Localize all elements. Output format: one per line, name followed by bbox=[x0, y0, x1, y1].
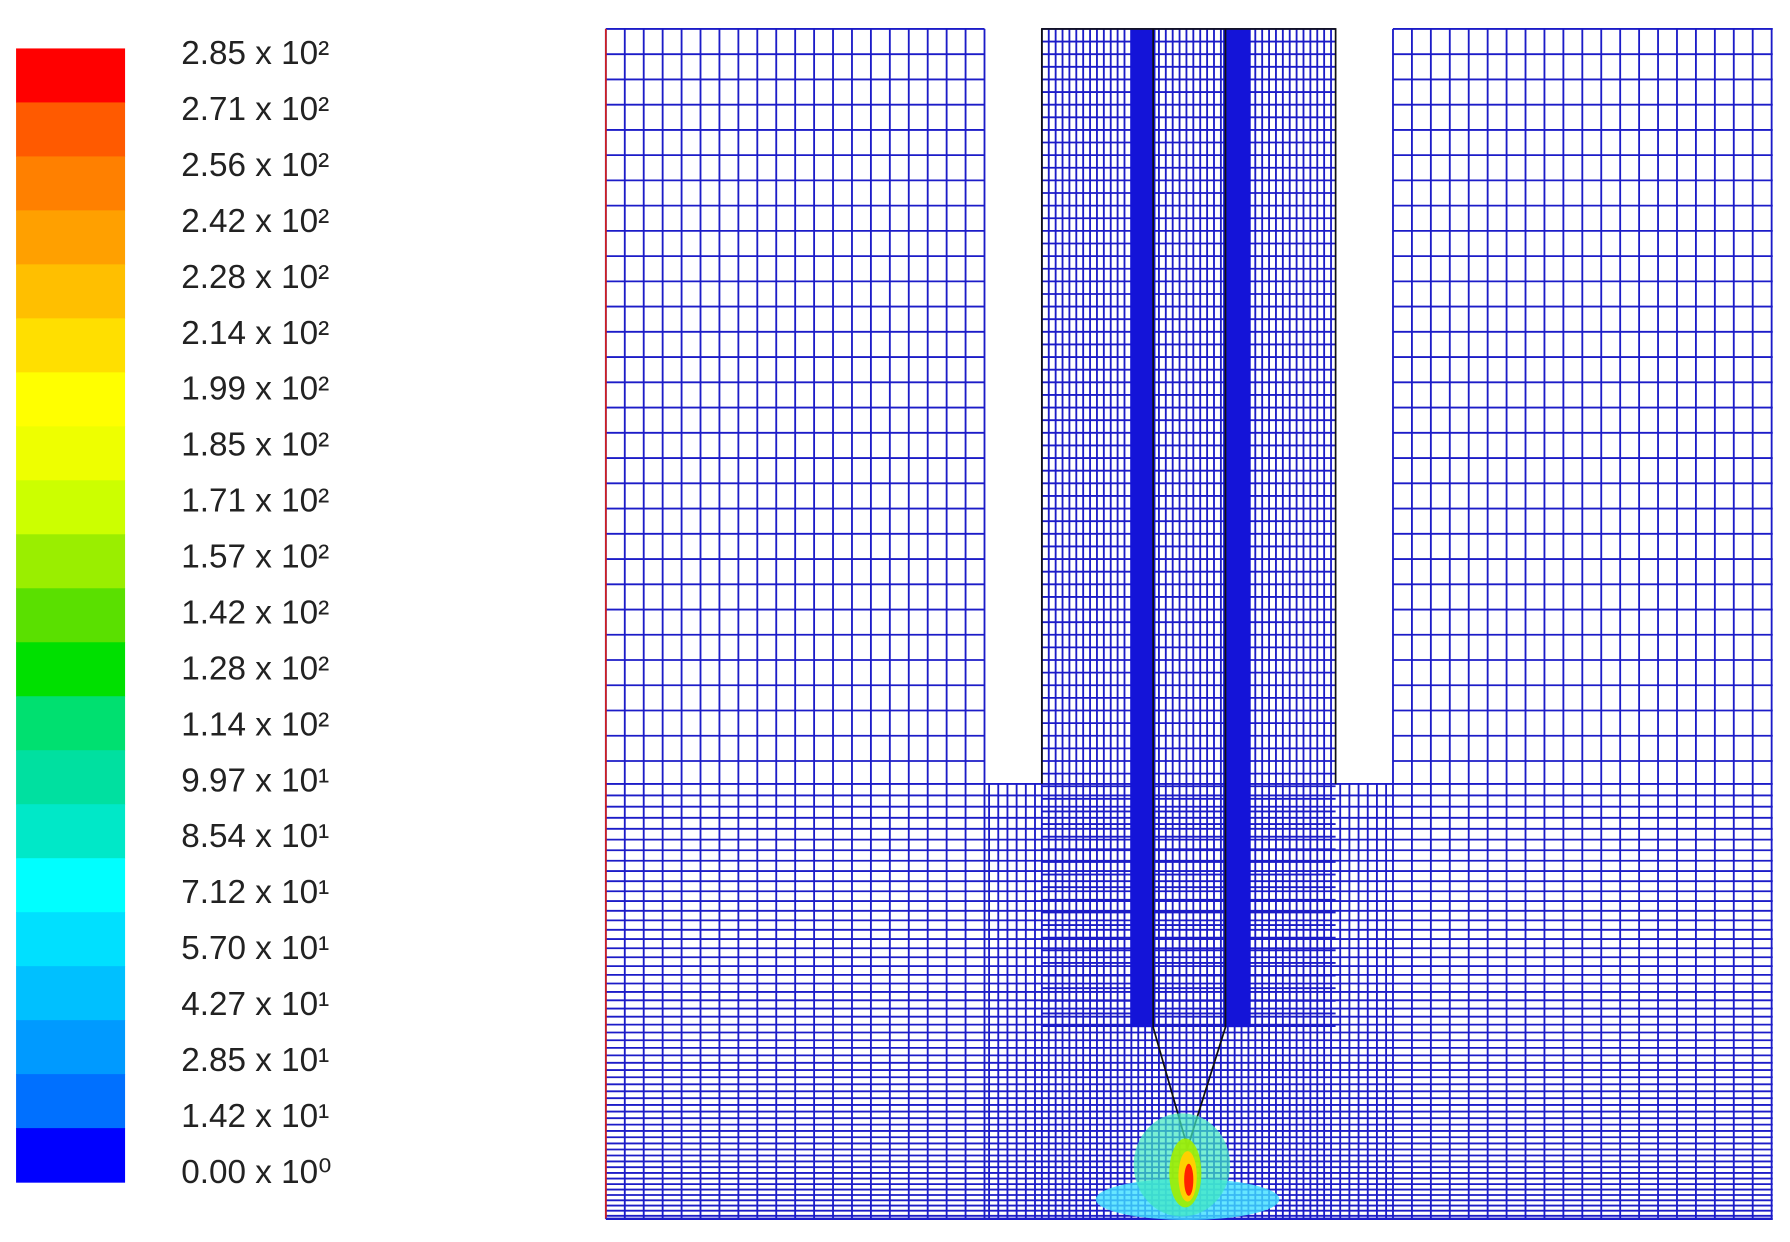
colorbar-label: 2.56 x 10² bbox=[181, 147, 329, 184]
dense-band bbox=[1130, 28, 1156, 1028]
colorbar-band bbox=[16, 1020, 126, 1075]
colorbar-band bbox=[16, 1074, 126, 1129]
colorbar-band bbox=[16, 318, 126, 373]
colorbar-label: 1.71 x 10² bbox=[181, 483, 329, 520]
colorbar-label: 8.54 x 10¹ bbox=[181, 818, 329, 855]
colorbar-label: 2.14 x 10² bbox=[181, 315, 329, 352]
colorbar-label: 2.85 x 10¹ bbox=[181, 1042, 329, 1079]
colorbar-label: 1.42 x 10² bbox=[181, 594, 329, 631]
colorbar-band bbox=[16, 210, 126, 265]
mesh-lines bbox=[604, 28, 1773, 1219]
colorbar-band bbox=[16, 858, 126, 913]
colorbar-label: 2.28 x 10² bbox=[181, 259, 329, 296]
mesh bbox=[604, 28, 1773, 1220]
colorbar-band bbox=[16, 966, 126, 1021]
colorbar-band bbox=[16, 696, 126, 751]
colorbar-label: 5.70 x 10¹ bbox=[181, 930, 329, 967]
colorbar-band bbox=[16, 480, 126, 535]
colorbar-band bbox=[16, 912, 126, 967]
colorbar-label: 1.14 x 10² bbox=[181, 706, 329, 743]
colorbar-label: 0.00 x 10⁰ bbox=[181, 1154, 331, 1191]
colorbar-label: 1.57 x 10² bbox=[181, 539, 329, 576]
colorbar-band bbox=[16, 534, 126, 589]
colorbar-band bbox=[16, 1128, 126, 1183]
colorbar-label: 1.99 x 10² bbox=[181, 371, 329, 408]
dense-band bbox=[1223, 28, 1251, 1028]
colorbar-band bbox=[16, 264, 126, 319]
colorbar-label: 9.97 x 10¹ bbox=[181, 762, 329, 799]
colorbar-label: 2.42 x 10² bbox=[181, 203, 329, 240]
colorbar-band bbox=[16, 426, 126, 481]
colorbar-label: 2.71 x 10² bbox=[181, 91, 329, 128]
colorbar-band bbox=[16, 750, 126, 805]
colorbar-label: 1.42 x 10¹ bbox=[181, 1098, 329, 1135]
colorbar-band bbox=[16, 642, 126, 697]
nozzle-outline bbox=[1041, 28, 1337, 1151]
colorbar-band bbox=[16, 588, 126, 643]
hot-spot bbox=[1184, 1163, 1194, 1196]
colorbar-band bbox=[16, 156, 126, 211]
colorbar: 2.85 x 10² 2.71 x 10² 2.56 x 10² 2.42 x 10²… bbox=[16, 35, 331, 1191]
colorbar-band bbox=[16, 102, 126, 157]
colorbar-label: 1.28 x 10² bbox=[181, 650, 329, 687]
colorbar-band bbox=[16, 804, 126, 859]
colorbar-band bbox=[16, 48, 126, 103]
colorbar-label: 1.85 x 10² bbox=[181, 427, 329, 464]
colorbar-label: 2.85 x 10² bbox=[181, 35, 329, 72]
colorbar-band bbox=[16, 372, 126, 427]
colorbar-label: 7.12 x 10¹ bbox=[181, 874, 329, 911]
colorbar-label: 4.27 x 10¹ bbox=[181, 986, 329, 1023]
